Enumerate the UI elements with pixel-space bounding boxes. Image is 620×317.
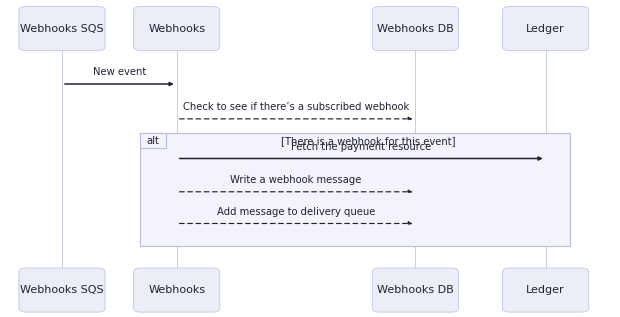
FancyBboxPatch shape [140, 133, 166, 148]
FancyBboxPatch shape [140, 133, 570, 246]
FancyBboxPatch shape [19, 268, 105, 312]
Text: Check to see if there’s a subscribed webhook: Check to see if there’s a subscribed web… [183, 102, 409, 112]
Text: Write a webhook message: Write a webhook message [231, 175, 361, 185]
FancyBboxPatch shape [133, 6, 219, 50]
Text: Webhooks: Webhooks [148, 285, 205, 295]
FancyBboxPatch shape [372, 268, 459, 312]
FancyBboxPatch shape [502, 268, 589, 312]
Text: Webhooks SQS: Webhooks SQS [20, 23, 104, 34]
FancyBboxPatch shape [133, 268, 219, 312]
Text: Ledger: Ledger [526, 285, 565, 295]
Text: Webhooks DB: Webhooks DB [377, 285, 454, 295]
Text: Webhooks SQS: Webhooks SQS [20, 285, 104, 295]
FancyBboxPatch shape [19, 6, 105, 50]
Text: Webhooks DB: Webhooks DB [377, 23, 454, 34]
FancyBboxPatch shape [502, 6, 589, 50]
FancyBboxPatch shape [372, 6, 459, 50]
Text: Fetch the payment resource: Fetch the payment resource [291, 141, 432, 152]
Text: Add message to delivery queue: Add message to delivery queue [217, 206, 375, 217]
Text: New event: New event [93, 67, 146, 77]
Text: alt: alt [146, 136, 159, 146]
Text: [There is a webhook for this event]: [There is a webhook for this event] [281, 136, 455, 146]
Text: Webhooks: Webhooks [148, 23, 205, 34]
Text: Ledger: Ledger [526, 23, 565, 34]
